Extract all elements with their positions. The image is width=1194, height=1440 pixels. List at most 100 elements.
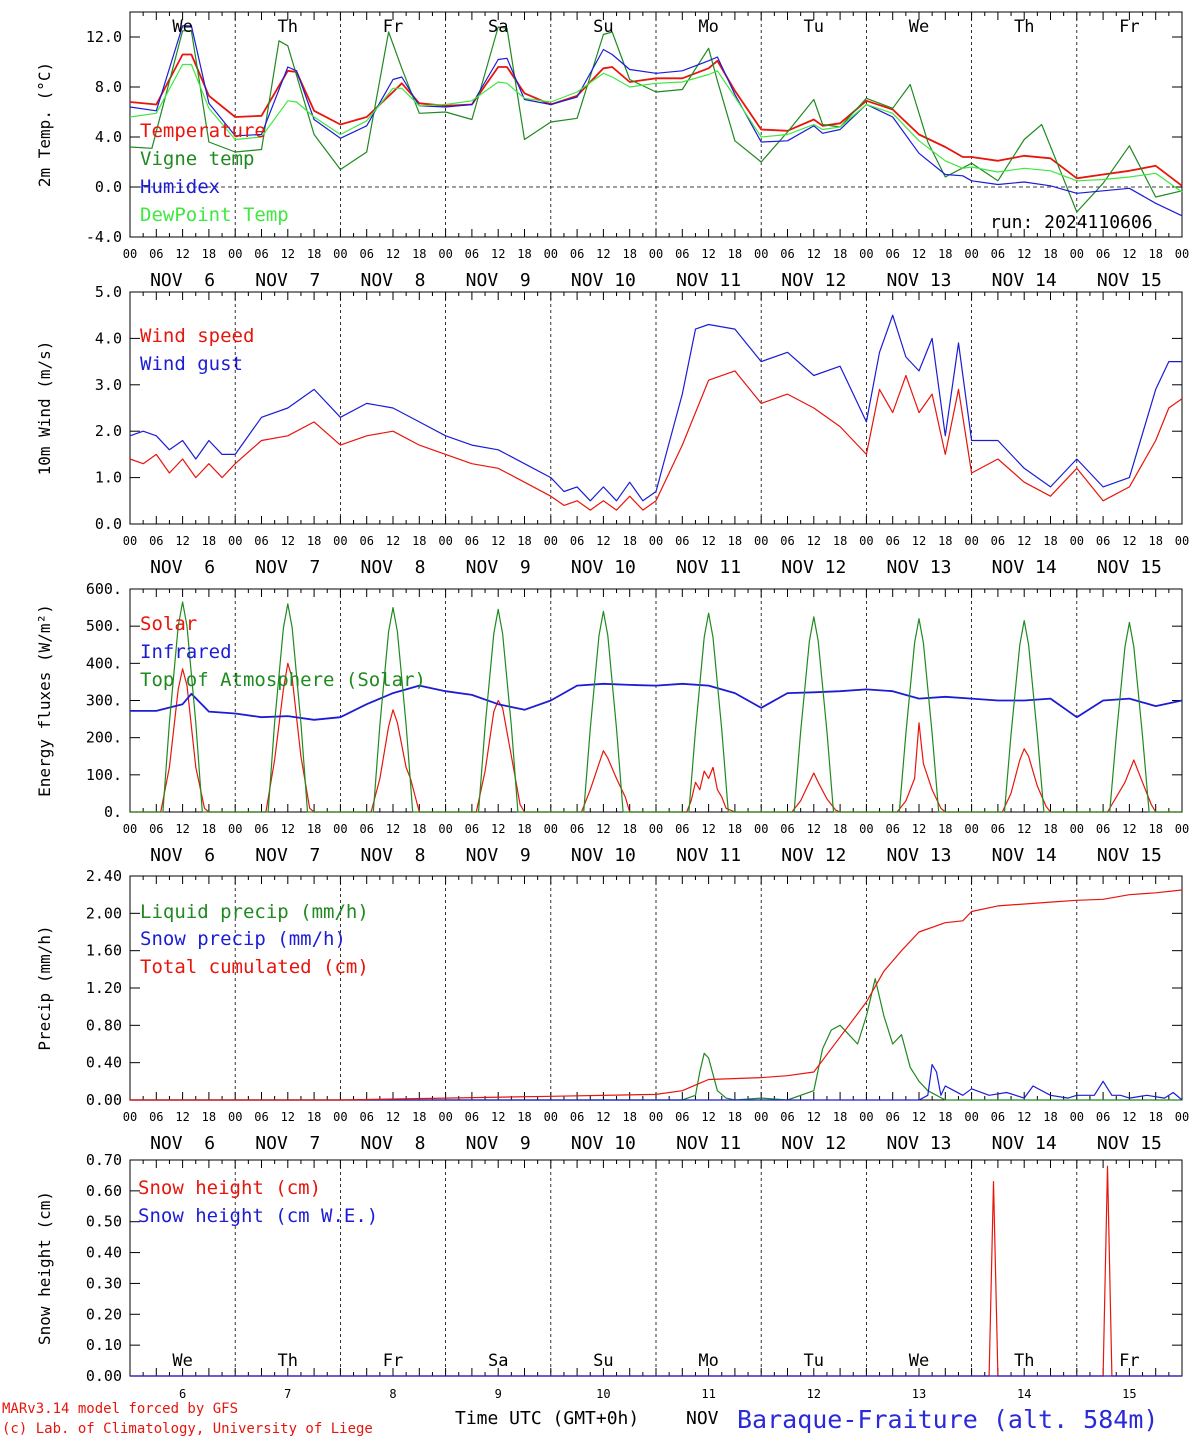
x-hour-label: 00 <box>544 822 558 836</box>
series-line <box>130 889 1183 1101</box>
x-hour-label: 12 <box>596 1110 610 1124</box>
x-hour-label: 18 <box>1148 534 1162 548</box>
x-hour-label: 00 <box>544 247 558 261</box>
x-hour-label: 00 <box>964 822 978 836</box>
x-date-label: NOV 15 <box>1097 270 1162 291</box>
y-tick-label: 1.20 <box>86 979 122 997</box>
x-hour-label: 00 <box>1175 1110 1189 1124</box>
legend-entry: Liquid precip (mm/h) <box>140 901 369 923</box>
x-hour-label: 18 <box>202 822 216 836</box>
x-hour-label: 12 <box>491 822 505 836</box>
x-date-label: NOV 13 <box>886 845 951 866</box>
x-hour-label: 06 <box>1096 534 1110 548</box>
x-hour-label: 06 <box>359 1110 373 1124</box>
x-hour-label: 06 <box>780 822 794 836</box>
x-hour-label: 00 <box>123 247 137 261</box>
x-hour-label: 06 <box>1096 822 1110 836</box>
x-hour-label: 12 <box>1122 1110 1136 1124</box>
x-hour-label: 18 <box>938 822 952 836</box>
legend-entry: Temperature <box>140 120 266 142</box>
x-hour-label: 00 <box>754 247 768 261</box>
x-hour-label: 18 <box>412 822 426 836</box>
x-date-label: NOV 9 <box>466 270 531 291</box>
x-hour-label: 18 <box>412 247 426 261</box>
x-date-label: NOV 14 <box>992 845 1057 866</box>
x-hour-label: 18 <box>1043 822 1057 836</box>
x-hour-label: 18 <box>622 247 636 261</box>
run-label: run: 2024110606 <box>990 212 1153 233</box>
x-hour-label: 06 <box>780 247 794 261</box>
x-hour-label: 12 <box>281 1110 295 1124</box>
legend-entry: Wind gust <box>140 353 243 375</box>
y-axis-label: Snow height (cm) <box>35 1191 54 1345</box>
footer-model-credit: MARv3.14 model forced by GFS <box>2 1401 238 1417</box>
x-date-label: NOV 14 <box>992 557 1057 578</box>
x-hour-label: 18 <box>833 822 847 836</box>
panel-precipitation: 0.00 0.40 0.80 1.20 1.60 2.00 2.40 Precip (mm/h… <box>35 867 1189 1154</box>
x-date-label: NOV 6 <box>150 1133 215 1154</box>
x-hour-label: 00 <box>649 534 663 548</box>
x-hour-label: 00 <box>1070 534 1084 548</box>
legend-entry: Total cumulated (cm) <box>140 956 369 978</box>
x-date-label: NOV 12 <box>781 1133 846 1154</box>
y-tick-label: 2.0 <box>95 422 122 440</box>
x-hour-label: 12 <box>175 1110 189 1124</box>
y-tick-label: 0.20 <box>86 1305 122 1323</box>
x-hour-label: 06 <box>991 247 1005 261</box>
panel-energy-fluxes: 0. 100. 200. 300. 400. 500. 600. Energy fluxes … <box>35 580 1189 866</box>
legend-entry: Vigne temp <box>140 148 254 170</box>
x-date-label: NOV 6 <box>150 270 215 291</box>
y-tick-label: 600. <box>86 580 122 598</box>
legend-entry: Infrared <box>140 641 232 663</box>
x-hour-label: 00 <box>754 822 768 836</box>
day-name-label: Tu <box>804 17 824 37</box>
legend-entry: Top of Atmosphere (Solar) <box>140 669 426 691</box>
day-name-label: Fr <box>383 17 403 37</box>
x-hour-label: 00 <box>228 247 242 261</box>
y-tick-label: 12.0 <box>86 28 122 46</box>
x-hour-label: 06 <box>1096 1110 1110 1124</box>
x-hour-label: 12 <box>1122 822 1136 836</box>
x-date-label: NOV 9 <box>466 845 531 866</box>
x-hour-label: 18 <box>307 534 321 548</box>
x-hour-label: 00 <box>649 1110 663 1124</box>
x-hour-label: 12 <box>281 822 295 836</box>
x-hour-label: 00 <box>333 822 347 836</box>
x-hour-label: 00 <box>1175 822 1189 836</box>
x-date-label: NOV 14 <box>992 270 1057 291</box>
x-hour-label: 00 <box>649 822 663 836</box>
x-hour-label: 00 <box>964 247 978 261</box>
y-tick-label: 0.60 <box>86 1182 122 1200</box>
x-hour-label: 12 <box>807 534 821 548</box>
x-date-label: NOV 15 <box>1097 845 1162 866</box>
x-hour-label: 18 <box>517 822 531 836</box>
x-day-number: 6 <box>179 1387 186 1401</box>
x-tick-marks <box>129 12 1183 237</box>
y-axis-label: 10m Wind (m/s) <box>35 341 54 476</box>
x-hour-label: 00 <box>438 1110 452 1124</box>
x-day-number: 14 <box>1017 1387 1031 1401</box>
x-hour-label: 12 <box>912 822 926 836</box>
x-hour-label: 12 <box>1017 534 1031 548</box>
x-hour-label: 00 <box>649 247 663 261</box>
x-hour-label: 12 <box>807 1110 821 1124</box>
x-hour-label: 18 <box>412 534 426 548</box>
x-hour-label: 12 <box>596 534 610 548</box>
x-day-number: 8 <box>389 1387 396 1401</box>
x-day-number: 15 <box>1122 1387 1136 1401</box>
x-hour-label: 12 <box>175 247 189 261</box>
x-date-label: NOV 13 <box>886 270 951 291</box>
x-hour-label: 06 <box>991 822 1005 836</box>
y-tick-label: 200. <box>86 729 122 747</box>
day-name-label: Mo <box>698 1351 718 1371</box>
x-hour-label: 12 <box>175 822 189 836</box>
x-date-label: NOV 10 <box>571 557 636 578</box>
x-hour-label: 06 <box>465 1110 479 1124</box>
x-hour-label: 18 <box>728 247 742 261</box>
series-line <box>129 370 1183 511</box>
x-hour-label: 18 <box>307 1110 321 1124</box>
y-tick-label: 0. <box>104 803 122 821</box>
x-hour-label: 00 <box>859 822 873 836</box>
legend-entry: Snow height (cm) <box>138 1177 321 1199</box>
